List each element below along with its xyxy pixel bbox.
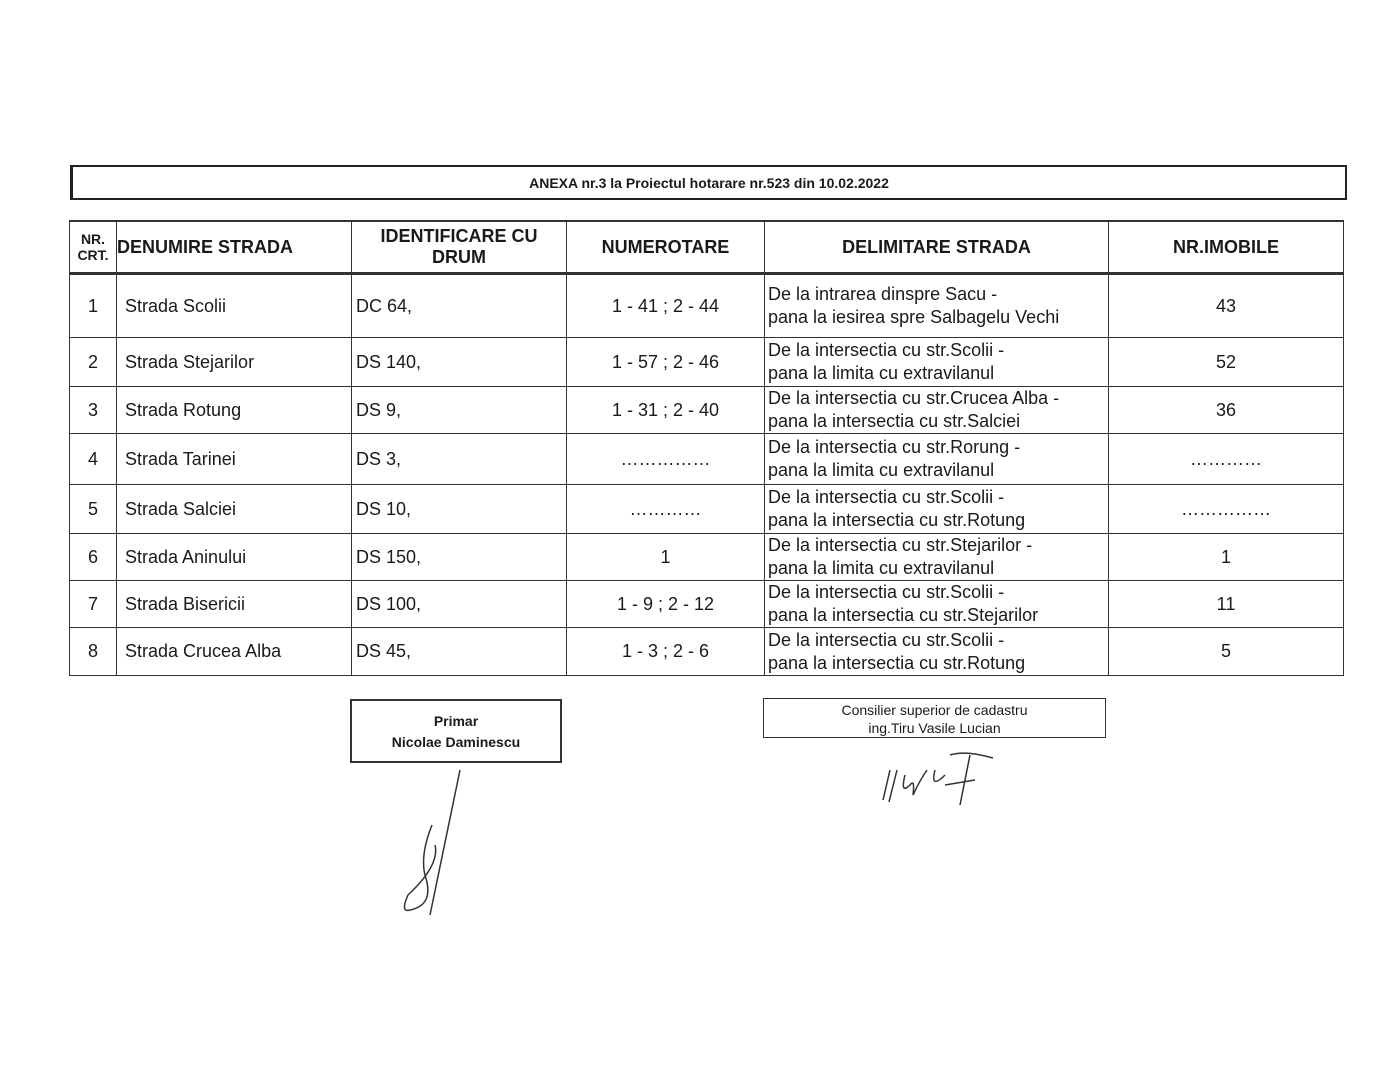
delimitare-from: De la intrarea dinspre Sacu -	[768, 284, 998, 304]
cell-numerotare: 1 - 9 ; 2 - 12	[566, 580, 765, 628]
delimitare-from: De la intersectia cu str.Scolii -	[768, 629, 1005, 650]
cell-street-name: Strada Tarinei	[116, 433, 352, 485]
cell-drum: DS 9,	[351, 386, 567, 434]
delimitare-to: pana la intersectia cu str.Stejarilor	[768, 605, 1039, 625]
cell-street-name: Strada Bisericii	[116, 580, 352, 628]
cell-imobile: 11	[1108, 580, 1344, 628]
cell-nr: 3	[69, 386, 117, 434]
cell-imobile: ……………	[1108, 484, 1344, 534]
primar-box: Primar Nicolae Daminescu	[350, 699, 562, 763]
cell-nr: 5	[69, 484, 117, 534]
cell-numerotare: 1 - 31 ; 2 - 40	[566, 386, 765, 434]
delimitare-to: pana la limita cu extravilanul	[768, 460, 995, 480]
cell-nr: 7	[69, 580, 117, 628]
delimitare-to: pana la intersectia cu str.Rotung	[768, 652, 1026, 673]
document-title: ANEXA nr.3 la Proiectul hotarare nr.523 …	[70, 165, 1347, 200]
cell-numerotare: 1 - 3 ; 2 - 6	[566, 627, 765, 676]
cell-imobile: 43	[1108, 273, 1344, 338]
cell-imobile: 52	[1108, 337, 1344, 387]
cell-street-name: Strada Stejarilor	[116, 337, 352, 387]
delimitare-from: De la intersectia cu str.Scolii -	[768, 582, 1005, 602]
delimitare-to: pana la intersectia cu str.Rotung	[768, 510, 1026, 530]
table-row: 6 Strada Aninului DS 150, 1 De la inters…	[69, 533, 1344, 581]
cell-delimitare: De la intersectia cu str.Stejarilor - pan…	[764, 533, 1109, 581]
delimitare-to: pana la limita cu extravilanul	[768, 363, 995, 383]
cell-drum: DC 64,	[351, 273, 567, 338]
cell-numerotare: …………	[566, 484, 765, 534]
cell-numerotare: 1 - 57 ; 2 - 46	[566, 337, 765, 387]
header-name: DENUMIRE STRADA	[116, 220, 352, 275]
consilier-box: Consilier superior de cadastru ing.Tiru …	[763, 698, 1106, 738]
header-drum: IDENTIFICARE CU DRUM	[351, 220, 567, 275]
cell-street-name: Strada Salciei	[116, 484, 352, 534]
delimitare-from: De la intersectia cu str.Scolii -	[768, 487, 1005, 507]
table-row: 8 Strada Crucea Alba DS 45, 1 - 3 ; 2 - …	[69, 627, 1344, 676]
cell-delimitare: De la intersectia cu str.Crucea Alba - pa…	[764, 386, 1109, 434]
table-row: 3 Strada Rotung DS 9, 1 - 31 ; 2 - 40 De…	[69, 386, 1344, 434]
streets-table: NR. CRT. DENUMIRE STRADA IDENTIFICARE CU D…	[69, 220, 1344, 676]
primar-name: Nicolae Daminescu	[391, 734, 521, 750]
cell-street-name: Strada Scolii	[116, 273, 352, 338]
header-imobile: NR.IMOBILE	[1108, 220, 1344, 275]
table-row: 1 Strada Scolii DC 64, 1 - 41 ; 2 - 44 D…	[69, 273, 1344, 338]
cell-drum: DS 45,	[351, 627, 567, 676]
table-row: 2 Strada Stejarilor DS 140, 1 - 57 ; 2 -…	[69, 337, 1344, 387]
delimitare-from: De la intersectia cu str.Rorung -	[768, 437, 1021, 457]
cell-nr: 1	[69, 273, 117, 338]
consilier-name: ing.Tiru Vasile Lucian	[868, 720, 1001, 736]
cell-drum: DS 140,	[351, 337, 567, 387]
cell-street-name: Strada Crucea Alba	[116, 627, 352, 676]
table-row: 7 Strada Bisericii DS 100, 1 - 9 ; 2 - 1…	[69, 580, 1344, 628]
table-row: 4 Strada Tarinei DS 3, …………… De la inter…	[69, 433, 1344, 485]
consilier-role: Consilier superior de cadastru	[841, 702, 1028, 718]
cell-imobile: 1	[1108, 533, 1344, 581]
consilier-signature	[882, 752, 994, 806]
delimitare-from: De la intersectia cu str.Scolii -	[768, 340, 1005, 360]
table-header-row: NR. CRT. DENUMIRE STRADA IDENTIFICARE CU D…	[69, 220, 1344, 275]
cell-numerotare: 1 - 41 ; 2 - 44	[566, 273, 765, 338]
cell-numerotare: 1	[566, 533, 765, 581]
header-delimitare: DELIMITARE STRADA	[764, 220, 1109, 275]
cell-drum: DS 10,	[351, 484, 567, 534]
delimitare-from: De la intersectia cu str.Stejarilor -	[768, 535, 1033, 555]
cell-street-name: Strada Aninului	[116, 533, 352, 581]
cell-nr: 8	[69, 627, 117, 676]
delimitare-to: pana la intersectia cu str.Salciei	[768, 411, 1021, 431]
cell-imobile: …………	[1108, 433, 1344, 485]
primar-role: Primar	[433, 713, 479, 729]
header-numerotare: NUMEROTARE	[566, 220, 765, 275]
cell-drum: DS 100,	[351, 580, 567, 628]
delimitare-from: De la intersectia cu str.Crucea Alba -	[768, 388, 1060, 408]
cell-drum: DS 3,	[351, 433, 567, 485]
primar-signature	[403, 769, 461, 916]
cell-delimitare: De la intersectia cu str.Scolii - pana la…	[764, 580, 1109, 628]
header-nr-crt: NR. CRT.	[69, 220, 117, 275]
cell-delimitare: De la intersectia cu str.Scolii - pana la…	[764, 627, 1109, 676]
delimitare-to: pana la iesirea spre Salbagelu Vechi	[768, 307, 1060, 327]
table-row: 5 Strada Salciei DS 10, ………… De la inter…	[69, 484, 1344, 534]
cell-street-name: Strada Rotung	[116, 386, 352, 434]
cell-nr: 6	[69, 533, 117, 581]
cell-imobile: 5	[1108, 627, 1344, 676]
cell-delimitare: De la intrarea dinspre Sacu - pana la ies…	[764, 273, 1109, 338]
delimitare-to: pana la limita cu extravilanul	[768, 558, 995, 578]
cell-nr: 4	[69, 433, 117, 485]
cell-numerotare: ……………	[566, 433, 765, 485]
cell-delimitare: De la intersectia cu str.Scolii - pana la…	[764, 484, 1109, 534]
cell-drum: DS 150,	[351, 533, 567, 581]
cell-delimitare: De la intersectia cu str.Scolii - pana la…	[764, 337, 1109, 387]
cell-delimitare: De la intersectia cu str.Rorung - pana la…	[764, 433, 1109, 485]
cell-imobile: 36	[1108, 386, 1344, 434]
cell-nr: 2	[69, 337, 117, 387]
